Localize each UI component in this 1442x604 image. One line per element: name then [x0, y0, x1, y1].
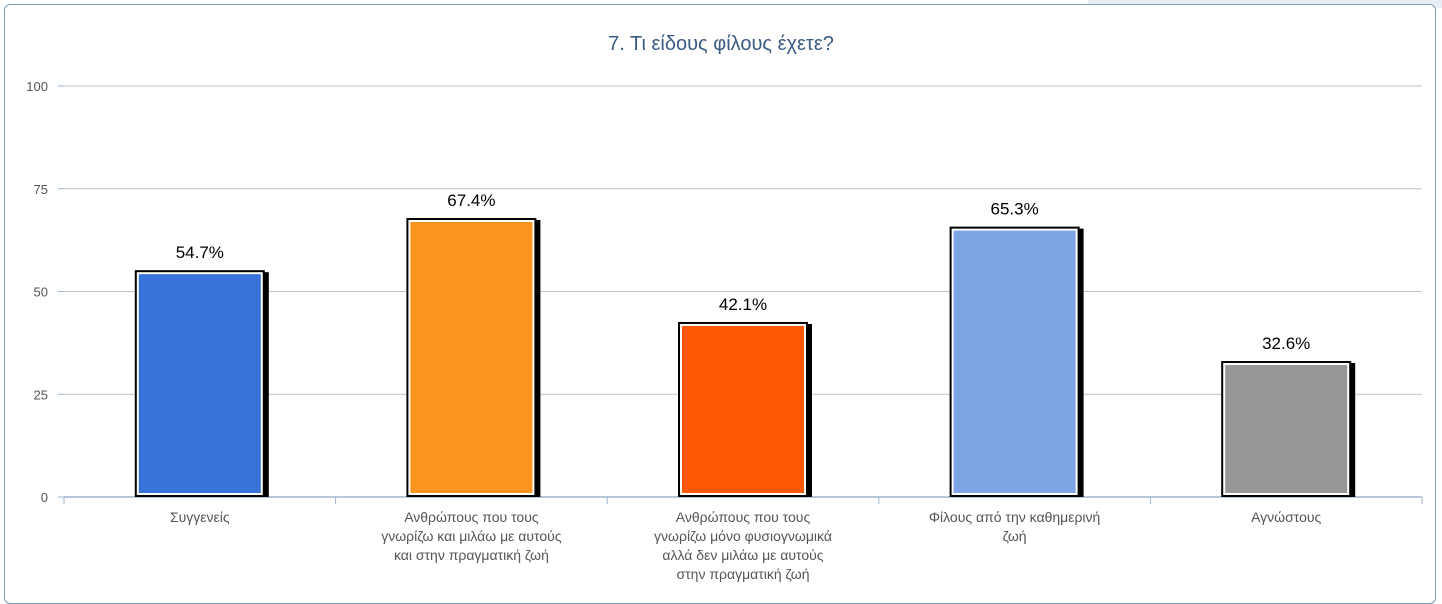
y-tick-label: 75: [34, 182, 48, 197]
x-tick-label: Ανθρώπους που τους γνωρίζω μόνο φυσιογνωμ…: [654, 509, 832, 582]
bar-value-label: 32.6%: [1262, 334, 1310, 353]
x-tick-label-line: ζωή: [1003, 528, 1027, 544]
bar-value-label: 42.1%: [719, 295, 767, 314]
x-tick-label: Ανθρώπους που τους γνωρίζω και μιλάω με α…: [381, 509, 562, 563]
bar-value-label: 54.7%: [176, 243, 224, 262]
bar: [953, 230, 1076, 493]
x-tick-label-line: στην πραγματική ζωή: [677, 566, 810, 582]
bar: [1225, 365, 1348, 493]
y-tick-labels: 0 25 50 75 100: [26, 79, 48, 505]
y-tick-label: 0: [41, 490, 48, 505]
bar-value-label: 67.4%: [447, 191, 495, 210]
y-tick-label: 25: [34, 387, 48, 402]
bars: [134, 217, 1356, 497]
x-tick-label: Φίλους από την καθημερινή ζωή: [929, 509, 1100, 544]
x-tick-labels: Συγγενείς Ανθρώπους που τους γνωρίζω και μ…: [170, 509, 1322, 582]
x-tick-label-line: Φίλους από την καθημερινή: [929, 509, 1100, 525]
y-tick-label: 50: [34, 285, 48, 300]
x-tick-label-line: και στην πραγματική ζωή: [394, 547, 549, 563]
y-tick-label: 100: [26, 79, 48, 94]
data-labels: 54.7% 67.4% 42.1% 65.3% 32.6%: [176, 191, 1311, 353]
x-tick-label-line: Ανθρώπους που τους: [676, 509, 811, 525]
x-tick-label-line: Αγνώστους: [1251, 509, 1321, 525]
x-tick-label: Αγνώστους: [1251, 509, 1321, 525]
x-tick-label: Συγγενείς: [170, 509, 230, 525]
bar: [138, 274, 261, 493]
x-tick-label-line: Ανθρώπους που τους: [404, 509, 539, 525]
x-tick-label-line: αλλά δεν μιλάω με αυτούς: [662, 547, 823, 563]
x-tick-label-line: γνωρίζω μόνο φυσιογνωμικά: [654, 528, 832, 544]
bar-value-label: 65.3%: [990, 200, 1038, 219]
x-tick-label-line: Συγγενείς: [170, 509, 230, 525]
x-tick-label-line: γνωρίζω και μιλάω με αυτούς: [381, 528, 562, 544]
bar: [410, 221, 533, 493]
bar: [682, 325, 804, 493]
chart-title: 7. Τι είδους φίλους έχετε?: [608, 33, 834, 55]
